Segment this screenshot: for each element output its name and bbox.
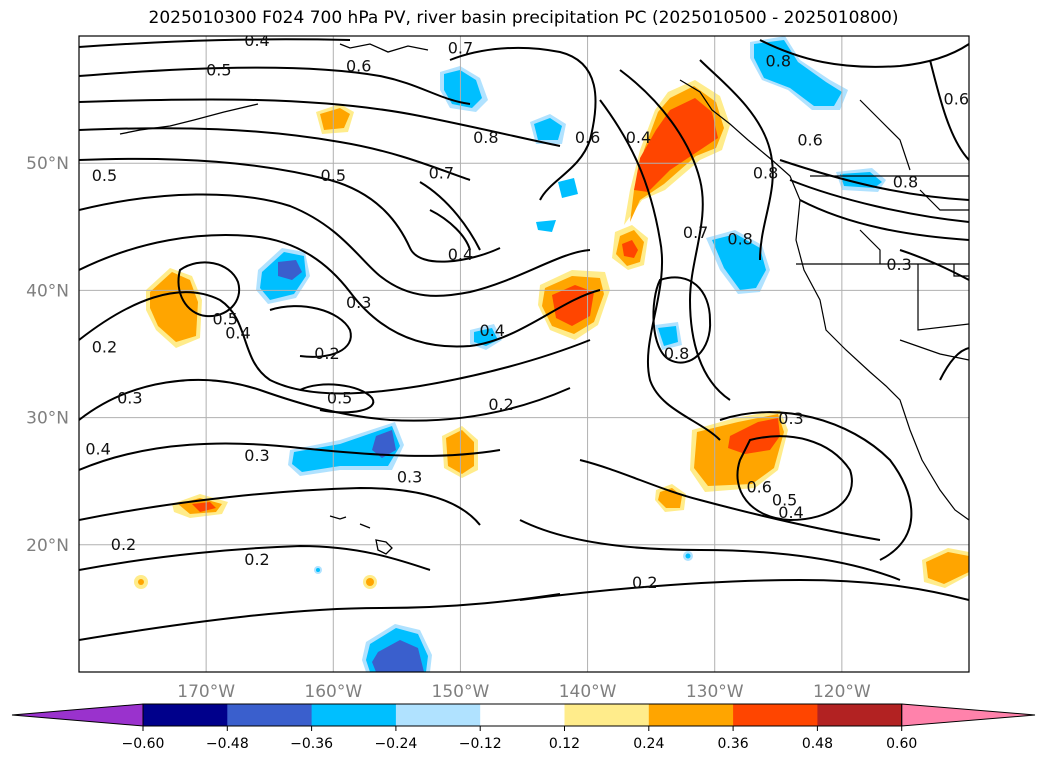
contour-label: 0.6 xyxy=(944,90,969,109)
contour-label: 0.5 xyxy=(321,166,346,185)
longitude-tick-label: 160°W xyxy=(304,682,362,702)
contour-label: 0.3 xyxy=(778,409,803,428)
contour-label: 0.8 xyxy=(766,51,791,70)
contour-label: 0.5 xyxy=(772,490,797,509)
contour-label: 0.7 xyxy=(429,163,454,182)
colorbar-segment xyxy=(227,704,313,726)
contour-label: 0.4 xyxy=(244,31,269,50)
longitude-tick-label: 150°W xyxy=(432,682,490,702)
colorbar-tick-label: 0.48 xyxy=(802,736,833,752)
graticule xyxy=(79,36,969,672)
contour-label: 0.2 xyxy=(244,550,269,569)
colorbar-segment xyxy=(648,704,734,726)
contour-label: 0.8 xyxy=(753,163,778,182)
colorbar-extend-max xyxy=(901,703,1036,727)
colorbar-tick-label: 0.36 xyxy=(718,736,749,752)
pv-contours xyxy=(79,38,969,641)
colorbar: −0.60 −0.48 −0.36 −0.24 −0.12 0.12 0.24 0.36 0.4… xyxy=(11,703,1036,752)
colorbar-segment xyxy=(480,704,565,726)
colorbar-extend-min xyxy=(11,703,144,727)
latitude-tick-label: 40°N xyxy=(26,281,69,301)
colorbar-segment xyxy=(143,704,228,726)
contour-label: 0.3 xyxy=(117,389,142,408)
contour-label: 0.4 xyxy=(479,321,504,340)
contour-label: 0.3 xyxy=(346,293,371,312)
contour-label: 0.4 xyxy=(448,245,473,264)
contour-label: 0.4 xyxy=(225,324,250,343)
contour-labels: 0.40.5 0.60.70.80.5 0.5 0.70.40.6 0.40.7 0.80… xyxy=(85,31,969,592)
contour-label: 0.3 xyxy=(244,446,269,465)
colorbar-segment xyxy=(395,704,481,726)
contour-label: 0.7 xyxy=(683,223,708,242)
colorbar-tick-label: 0.12 xyxy=(549,736,580,752)
latitude-tick-labels: 20°N 30°N 40°N 50°N xyxy=(26,154,69,556)
colorbar-segment xyxy=(817,704,903,726)
latitude-tick-label: 30°N xyxy=(26,409,69,429)
colorbar-tick-label: −0.12 xyxy=(459,736,502,752)
contour-label: 0.5 xyxy=(212,310,237,329)
map-area: 0.40.5 0.60.70.80.5 0.5 0.70.40.6 0.40.7 0.80… xyxy=(79,31,969,672)
contour-label: 0.4 xyxy=(626,128,651,147)
contour-label: 0.2 xyxy=(92,338,117,357)
contour-label: 0.3 xyxy=(886,255,911,274)
contour-label: 0.8 xyxy=(893,172,918,191)
contour-label: 0.2 xyxy=(632,573,657,592)
contour-label: 0.5 xyxy=(327,389,352,408)
contour-label: 0.2 xyxy=(314,344,339,363)
latitude-tick-label: 50°N xyxy=(26,154,69,174)
contour-label: 0.6 xyxy=(746,478,771,497)
coastlines xyxy=(679,79,969,521)
contour-label: 0.5 xyxy=(92,166,117,185)
latitude-tick-label: 20°N xyxy=(26,536,69,556)
islands xyxy=(119,43,429,555)
contour-label: 0.4 xyxy=(85,439,110,458)
colorbar-segment xyxy=(564,704,650,726)
colorbar-tick-label: 0.60 xyxy=(886,736,917,752)
contour-label: 0.3 xyxy=(397,467,422,486)
colorbar-tick-label: −0.36 xyxy=(290,736,333,752)
colorbar-tick-label: −0.60 xyxy=(122,736,165,752)
colorbar-tick-label: 0.24 xyxy=(633,736,664,752)
contour-label: 0.5 xyxy=(206,60,231,79)
colorbar-segment xyxy=(311,704,397,726)
contour-label: 0.6 xyxy=(346,57,371,76)
contour-label: 0.6 xyxy=(575,128,600,147)
longitude-tick-label: 170°W xyxy=(177,682,235,702)
colorbar-tick-label: −0.48 xyxy=(206,736,249,752)
contour-label: 0.4 xyxy=(778,503,803,522)
contour-label: 0.7 xyxy=(448,39,473,58)
contour-label: 0.2 xyxy=(488,395,513,414)
longitude-tick-label: 120°W xyxy=(813,682,871,702)
contour-label: 0.8 xyxy=(727,230,752,249)
contour-label: 0.6 xyxy=(797,130,822,149)
colorbar-segment xyxy=(733,704,818,726)
longitude-tick-label: 140°W xyxy=(559,682,617,702)
colorbar-tick-label: −0.24 xyxy=(374,736,417,752)
map-frame xyxy=(78,35,970,673)
contour-label: 0.2 xyxy=(111,535,136,554)
map-title: 2025010300 F024 700 hPa PV, river basin … xyxy=(148,8,899,28)
longitude-tick-label: 130°W xyxy=(686,682,744,702)
longitude-tick-labels: 170°W 160°W 150°W 140°W 130°W 120°W xyxy=(177,682,871,702)
contour-label: 0.8 xyxy=(664,344,689,363)
colorbar-frame xyxy=(142,703,903,727)
contour-label: 0.8 xyxy=(473,128,498,147)
